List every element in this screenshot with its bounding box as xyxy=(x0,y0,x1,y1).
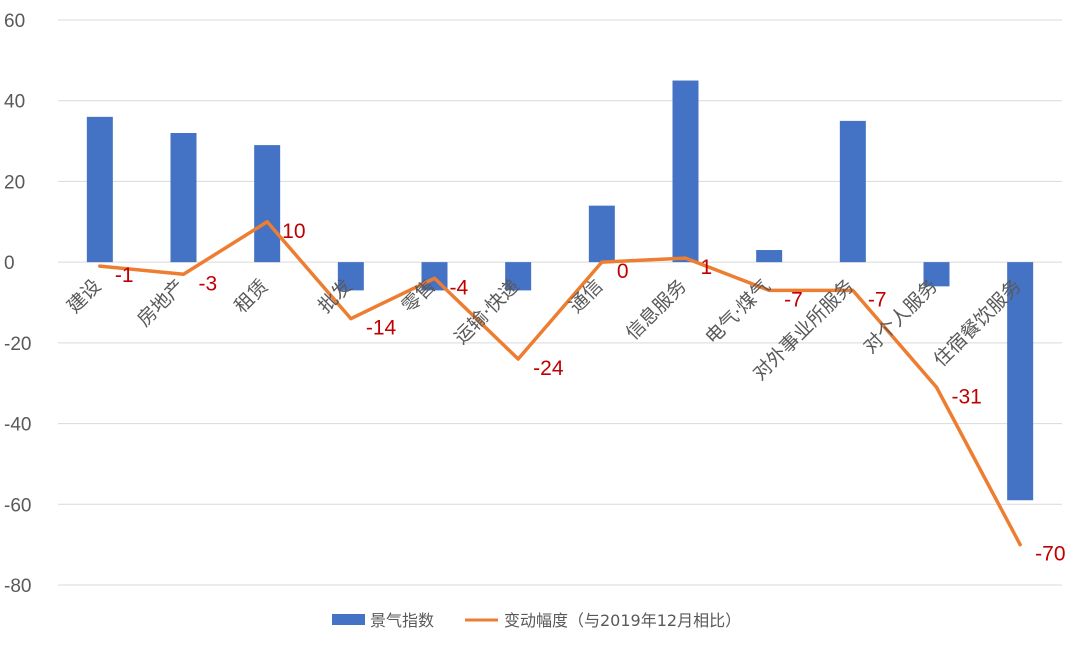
bar xyxy=(337,262,364,291)
y-tick-label: 60 xyxy=(4,11,25,32)
x-category-label: 房地产 xyxy=(133,275,189,331)
bar xyxy=(839,120,866,263)
y-axis-ticks: 60 40 20 0 -20 -40 -60 -80 xyxy=(4,11,31,597)
line-point xyxy=(767,288,771,292)
bar xyxy=(505,262,532,291)
bar xyxy=(170,133,197,263)
bar xyxy=(756,250,783,263)
legend: 景气指数 变动幅度（与2019年12月相比） xyxy=(332,611,741,630)
data-label: -4 xyxy=(450,276,469,299)
data-label: -7 xyxy=(868,288,887,311)
x-category-label: 租赁 xyxy=(230,275,272,317)
x-category-label: 建设 xyxy=(63,275,105,317)
line-point xyxy=(98,264,102,268)
line-point xyxy=(1018,543,1022,547)
line-point xyxy=(182,272,185,276)
line-point xyxy=(433,276,436,280)
data-labels: -1 -3 10 -14 -4 -24 0 1 -7 -7 -31 -70 xyxy=(115,220,1066,566)
y-tick-label: -40 xyxy=(4,415,31,436)
bar xyxy=(254,145,281,263)
data-label: -70 xyxy=(1035,543,1065,566)
line-point xyxy=(349,317,353,321)
y-tick-label: -80 xyxy=(4,576,31,597)
legend-line-label: 变动幅度（与2019年12月相比） xyxy=(504,611,741,630)
bar xyxy=(1007,262,1034,501)
line-point xyxy=(684,256,687,260)
y-tick-label: 20 xyxy=(4,172,25,193)
bar xyxy=(923,262,950,287)
bar-series xyxy=(86,80,1034,501)
line-point xyxy=(851,288,855,292)
x-category-label: 电气·煤气 xyxy=(701,275,775,349)
y-tick-label: -20 xyxy=(4,334,31,355)
legend-bar-swatch xyxy=(332,614,365,625)
line-series-path xyxy=(98,220,1022,547)
data-label: -1 xyxy=(115,264,134,287)
line-point xyxy=(935,385,938,389)
line-point xyxy=(516,357,520,361)
y-tick-label: -60 xyxy=(4,495,31,516)
data-label: 1 xyxy=(701,256,713,279)
y-tick-label: 0 xyxy=(4,253,15,274)
data-label: 0 xyxy=(617,260,629,283)
bar xyxy=(672,80,699,263)
line-point xyxy=(600,260,604,264)
gridlines xyxy=(58,19,1062,586)
bar xyxy=(588,205,615,263)
legend-bar-label: 景气指数 xyxy=(370,611,434,630)
x-category-label: 通信 xyxy=(565,275,607,317)
data-label: -24 xyxy=(533,357,564,380)
data-label: -7 xyxy=(784,288,803,311)
line-series xyxy=(98,220,1022,547)
bar xyxy=(86,116,113,263)
data-label: -3 xyxy=(199,272,218,295)
data-label: -14 xyxy=(366,317,397,340)
y-tick-label: 40 xyxy=(4,92,25,113)
data-label: 10 xyxy=(282,220,305,243)
x-category-label: 信息服务 xyxy=(622,275,691,344)
line-point xyxy=(265,220,269,224)
data-label: -31 xyxy=(952,385,982,408)
